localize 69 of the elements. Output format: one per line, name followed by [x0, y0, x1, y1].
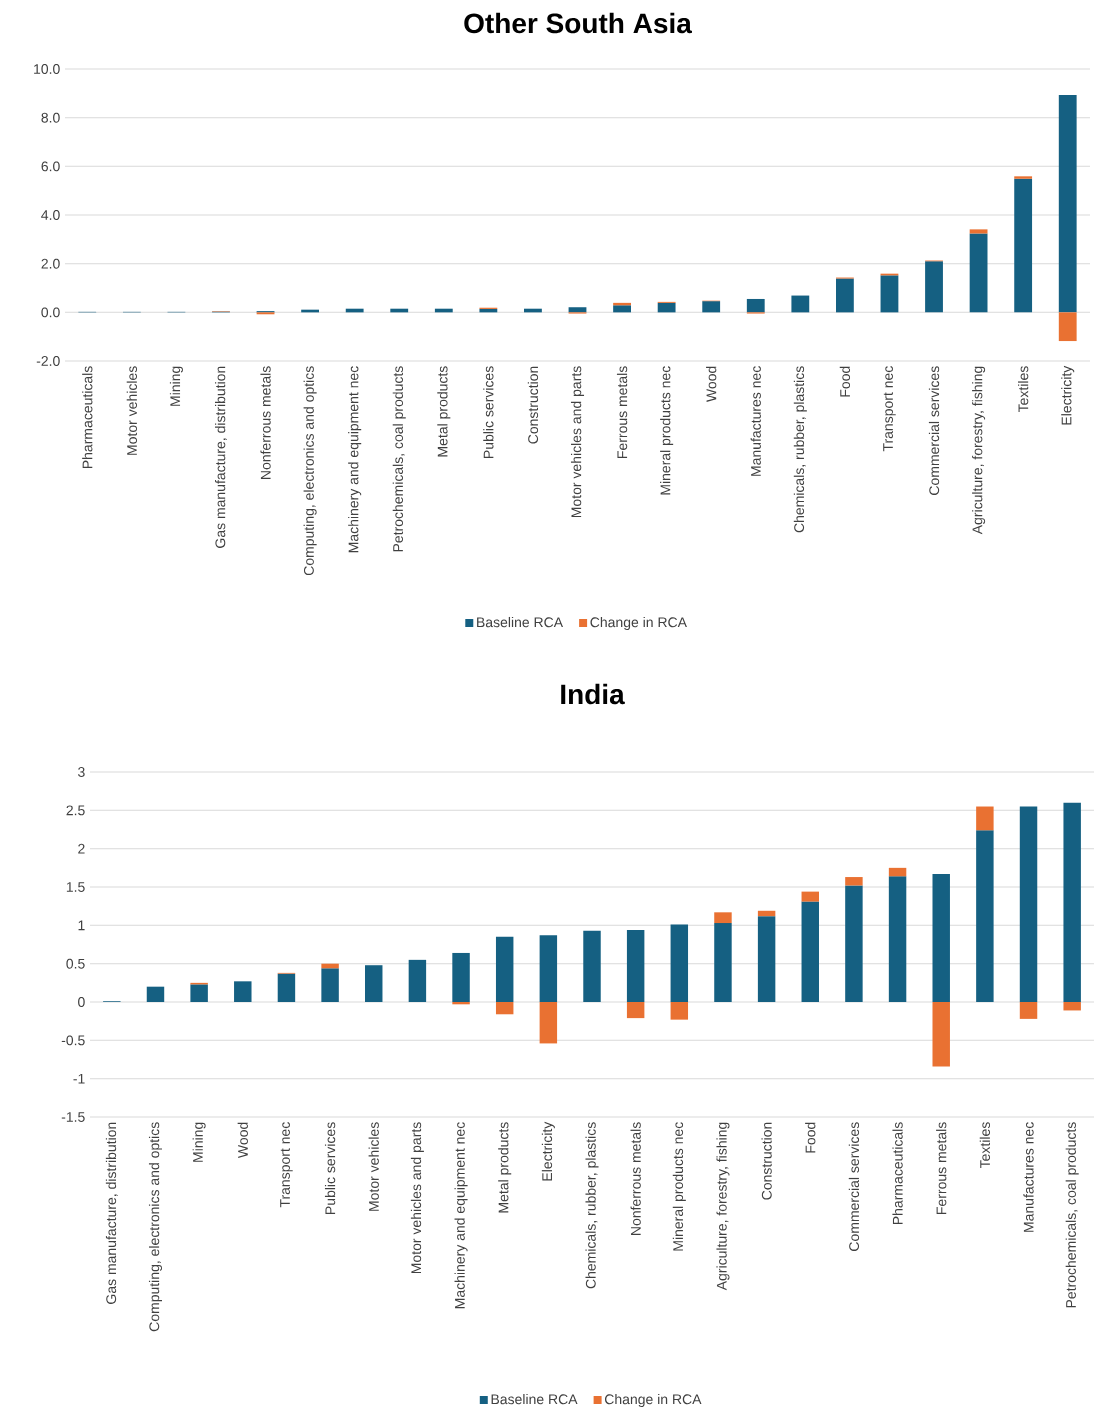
x-tick-label: Manufactures nec — [750, 366, 761, 476]
x-tick-label: Public services — [483, 366, 494, 458]
y-tick-label: -2.0 — [36, 356, 60, 366]
x-tick-label: Petrochemicals, coal products — [1065, 1122, 1079, 1308]
x-tick-label: Wood — [706, 366, 717, 402]
x-tick-label: Nonferrous metals — [260, 366, 271, 479]
legend-label: Baseline RCA — [491, 1393, 578, 1405]
legend-label: Baseline RCA — [477, 616, 564, 628]
y-tick-label: 1.5 — [66, 882, 85, 892]
x-tick-label: Gas manufacture, distribution — [215, 366, 227, 548]
x-tick-label: Mining — [192, 1122, 206, 1162]
x-tick-label: Commercial services — [848, 1122, 860, 1251]
y-tick-label: 0.5 — [66, 958, 85, 969]
y-tick-label: 6.0 — [41, 161, 60, 172]
legend-label: Change in RCA — [590, 616, 687, 630]
x-tick-label: Public services — [324, 1122, 336, 1214]
x-tick-label: Machinery and equipment nec — [348, 366, 362, 553]
x-tick-label: Motor vehicles and parts — [410, 1122, 424, 1274]
x-tick-label: Electricity — [1061, 365, 1075, 425]
x-tick-label: Motor vehicles — [126, 366, 137, 455]
x-tick-label: Construction — [761, 1122, 772, 1200]
x-tick-label: Motor vehicles and parts — [570, 366, 585, 518]
x-tick-label: Motor vehicles — [368, 1122, 379, 1211]
x-tick-label: Food — [805, 1122, 816, 1153]
x-tick-label: Agriculture, forestry, fishing — [972, 366, 986, 535]
x-tick-label: Chemicals, rubber, plastics — [585, 1122, 599, 1289]
x-tick-label: Metal products — [498, 1122, 512, 1213]
y-tick-label: -0.5 — [61, 1035, 85, 1046]
x-tick-label: Machinery and equipment nec — [454, 1122, 468, 1309]
x-tick-label: Textiles — [979, 1122, 991, 1169]
x-tick-label: Wood — [237, 1122, 248, 1158]
y-tick-label: 2.5 — [66, 805, 85, 816]
y-tick-label: 8.0 — [41, 112, 60, 123]
x-tick-label: Pharmaceuticals — [892, 1122, 903, 1225]
x-tick-label: Mining — [169, 366, 183, 406]
x-tick-label: Agriculture, forestry, fishing — [716, 1122, 730, 1291]
chart-title: Other South Asia — [464, 12, 693, 34]
x-tick-label: Pharmaceuticals — [82, 366, 93, 469]
x-tick-label: Electricity — [541, 1121, 555, 1181]
x-tick-label: Nonferrous metals — [630, 1122, 641, 1235]
x-tick-label: Mineral products nec — [660, 366, 674, 495]
y-tick-label: 4.0 — [41, 210, 60, 220]
x-tick-label: Ferrous metals — [616, 366, 628, 458]
x-tick-label: Transport nec — [280, 1122, 293, 1208]
x-tick-label: Computing, electronics and optics — [148, 1122, 163, 1332]
x-tick-label: Construction — [527, 366, 539, 444]
x-tick-label: Metal products — [437, 366, 451, 457]
x-tick-label: Gas manufacture, distribution — [105, 1122, 118, 1304]
legend-label: Change in RCA — [604, 1393, 702, 1407]
x-tick-label: Computing, electronics and optics — [303, 366, 317, 576]
x-tick-label: Mineral products nec — [672, 1122, 686, 1251]
y-tick-label: 10.0 — [34, 64, 60, 74]
y-tick-label: -1 — [73, 1073, 85, 1084]
x-tick-label: Manufactures nec — [1023, 1122, 1034, 1232]
y-tick-label: 1 — [78, 920, 85, 931]
x-tick-label: Transport nec — [883, 366, 896, 452]
y-tick-label: 0.0 — [41, 307, 60, 318]
x-tick-label: Food — [839, 366, 851, 397]
y-tick-label: 0 — [78, 997, 85, 1007]
x-tick-label: Ferrous metals — [936, 1122, 947, 1214]
x-tick-label: Textiles — [1018, 366, 1029, 413]
y-tick-label: 3 — [78, 767, 85, 777]
x-tick-label: Chemicals, rubber, plastics — [793, 366, 807, 533]
x-tick-label: Petrochemicals, coal products — [392, 366, 406, 552]
y-tick-label: 2.0 — [41, 258, 60, 269]
x-tick-label: Commercial services — [928, 366, 940, 495]
chart-title: India — [561, 683, 625, 705]
y-tick-label: -1.5 — [61, 1112, 85, 1122]
y-tick-label: 2 — [78, 843, 85, 854]
